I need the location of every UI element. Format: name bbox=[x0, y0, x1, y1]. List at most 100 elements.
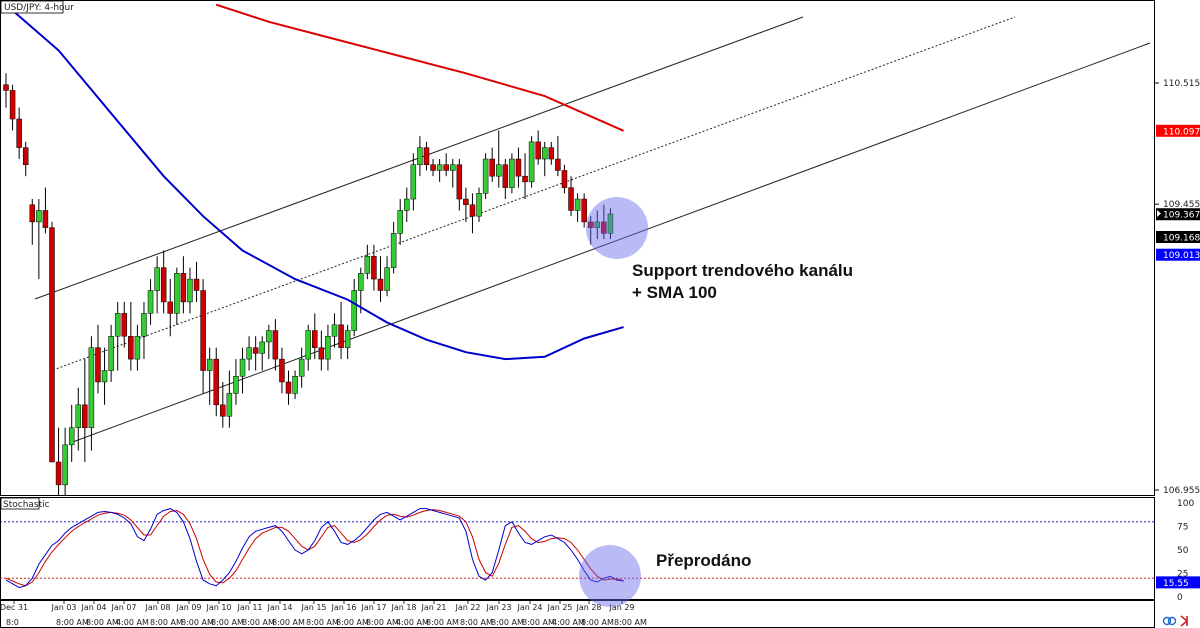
candle-body bbox=[489, 158, 495, 177]
date-label: Jan 18 bbox=[390, 603, 416, 612]
date-label: Jan 17 bbox=[360, 603, 386, 612]
stochastic-tick-label: 25 bbox=[1177, 570, 1188, 580]
stochastic-tick-label: 0 bbox=[1177, 593, 1183, 603]
candle-body bbox=[213, 358, 219, 406]
candle-body bbox=[581, 198, 587, 223]
time-label: 8:00 AM bbox=[306, 618, 339, 627]
candle-body bbox=[541, 147, 548, 160]
candle-body bbox=[154, 267, 160, 291]
candle-body bbox=[364, 255, 371, 274]
candle-body bbox=[443, 164, 449, 171]
channel-mid-line bbox=[52, 16, 1016, 371]
candle-body bbox=[134, 335, 141, 360]
date-label: Jan 21 bbox=[420, 603, 446, 612]
time-label: 8:00 AM bbox=[211, 618, 244, 627]
candle-body bbox=[338, 324, 344, 348]
date-label: Jan 11 bbox=[236, 603, 262, 612]
candle-body bbox=[75, 404, 82, 428]
time-label: 8:00 AM bbox=[336, 618, 369, 627]
candle-body bbox=[568, 187, 574, 211]
candle-body bbox=[423, 147, 430, 165]
time-label: 4:00 AM bbox=[552, 618, 585, 627]
candle-body bbox=[220, 404, 226, 417]
candle-body bbox=[141, 313, 147, 337]
date-label: Jan 29 bbox=[608, 603, 634, 612]
candle-body bbox=[3, 84, 9, 91]
candle-body bbox=[312, 330, 318, 348]
candle-body bbox=[371, 255, 377, 280]
date-label: Jan 03 bbox=[50, 603, 76, 612]
candle-body bbox=[587, 221, 594, 228]
candle-body bbox=[285, 381, 292, 394]
stochastic-k-line bbox=[5, 508, 624, 589]
candle-body bbox=[49, 227, 55, 463]
candle-body bbox=[496, 164, 502, 177]
sma-200-line bbox=[215, 3, 625, 132]
time-axis-bar bbox=[0, 600, 1155, 628]
candle-body bbox=[561, 170, 568, 188]
candle-body bbox=[226, 393, 233, 417]
last-price-arrow-icon bbox=[1157, 210, 1161, 217]
candle-body bbox=[482, 158, 489, 194]
annotation-oversold: Přeprodáno bbox=[656, 551, 751, 570]
candle-body bbox=[114, 313, 121, 337]
candle-body bbox=[450, 164, 456, 171]
time-label: 8:00 AM bbox=[272, 618, 305, 627]
candle-body bbox=[509, 158, 515, 188]
price-marker-sma-200 bbox=[1156, 124, 1200, 137]
candle-body bbox=[476, 193, 482, 217]
candle-body bbox=[55, 461, 62, 486]
candle-body bbox=[206, 358, 213, 371]
candle-body bbox=[555, 158, 561, 171]
date-label: Jan 14 bbox=[266, 603, 292, 612]
candle-body bbox=[239, 358, 246, 377]
time-label: 8:00 AM bbox=[366, 618, 399, 627]
date-label: Jan 07 bbox=[110, 603, 136, 612]
stochastic-marker-label: 15.55 bbox=[1163, 579, 1189, 589]
candle-body bbox=[88, 347, 95, 428]
candle-body bbox=[318, 347, 325, 360]
candle-body bbox=[397, 210, 403, 234]
arrow-right-icon[interactable] bbox=[1180, 615, 1189, 627]
candle-body bbox=[601, 221, 607, 234]
stochastic-d-line bbox=[5, 509, 624, 587]
main-pane bbox=[0, 0, 1155, 496]
annotation-sma: + SMA 100 bbox=[632, 283, 717, 302]
time-label: 8:00 AM bbox=[522, 618, 555, 627]
candle-body bbox=[68, 427, 75, 446]
time-label: 8:00 AM bbox=[426, 618, 459, 627]
time-label: 8:00 AM bbox=[614, 618, 647, 627]
time-label: 8:00 AM bbox=[581, 618, 614, 627]
link-icon[interactable] bbox=[1162, 616, 1177, 626]
time-label: 8:00 AM bbox=[150, 618, 183, 627]
candle-body bbox=[147, 290, 154, 314]
price-label: 106.955 bbox=[1163, 486, 1200, 496]
time-label: 4:00 AM bbox=[116, 618, 149, 627]
date-label: Jan 23 bbox=[485, 603, 511, 612]
stochastic-label-box bbox=[0, 497, 40, 510]
candle-body bbox=[377, 278, 384, 291]
candle-body bbox=[594, 221, 601, 228]
candle-body bbox=[548, 147, 555, 160]
candle-body bbox=[305, 330, 311, 360]
date-label: Jan 10 bbox=[205, 603, 231, 612]
annotation-support: Support trendového kanálu bbox=[632, 261, 853, 280]
candle-body bbox=[436, 164, 443, 171]
candle-body bbox=[292, 375, 298, 394]
price-marker-sma-100 bbox=[1156, 248, 1200, 261]
price-marker-label: 109.168 bbox=[1163, 233, 1200, 243]
candle-body bbox=[82, 404, 88, 428]
price-marker-last-price bbox=[1156, 208, 1200, 221]
stochastic-plot-area bbox=[0, 508, 1155, 589]
time-label: 8:0 bbox=[6, 618, 19, 627]
candle-body bbox=[128, 335, 134, 360]
date-label: Jan 04 bbox=[80, 603, 106, 612]
candle-body bbox=[358, 273, 364, 291]
title-box bbox=[0, 0, 64, 14]
time-label: 8:00 AM bbox=[56, 618, 89, 627]
chart-title: USD/JPY: 4-hour bbox=[4, 3, 74, 13]
candle-body bbox=[410, 164, 417, 200]
candle-body bbox=[384, 267, 390, 291]
candle-body bbox=[404, 198, 410, 211]
